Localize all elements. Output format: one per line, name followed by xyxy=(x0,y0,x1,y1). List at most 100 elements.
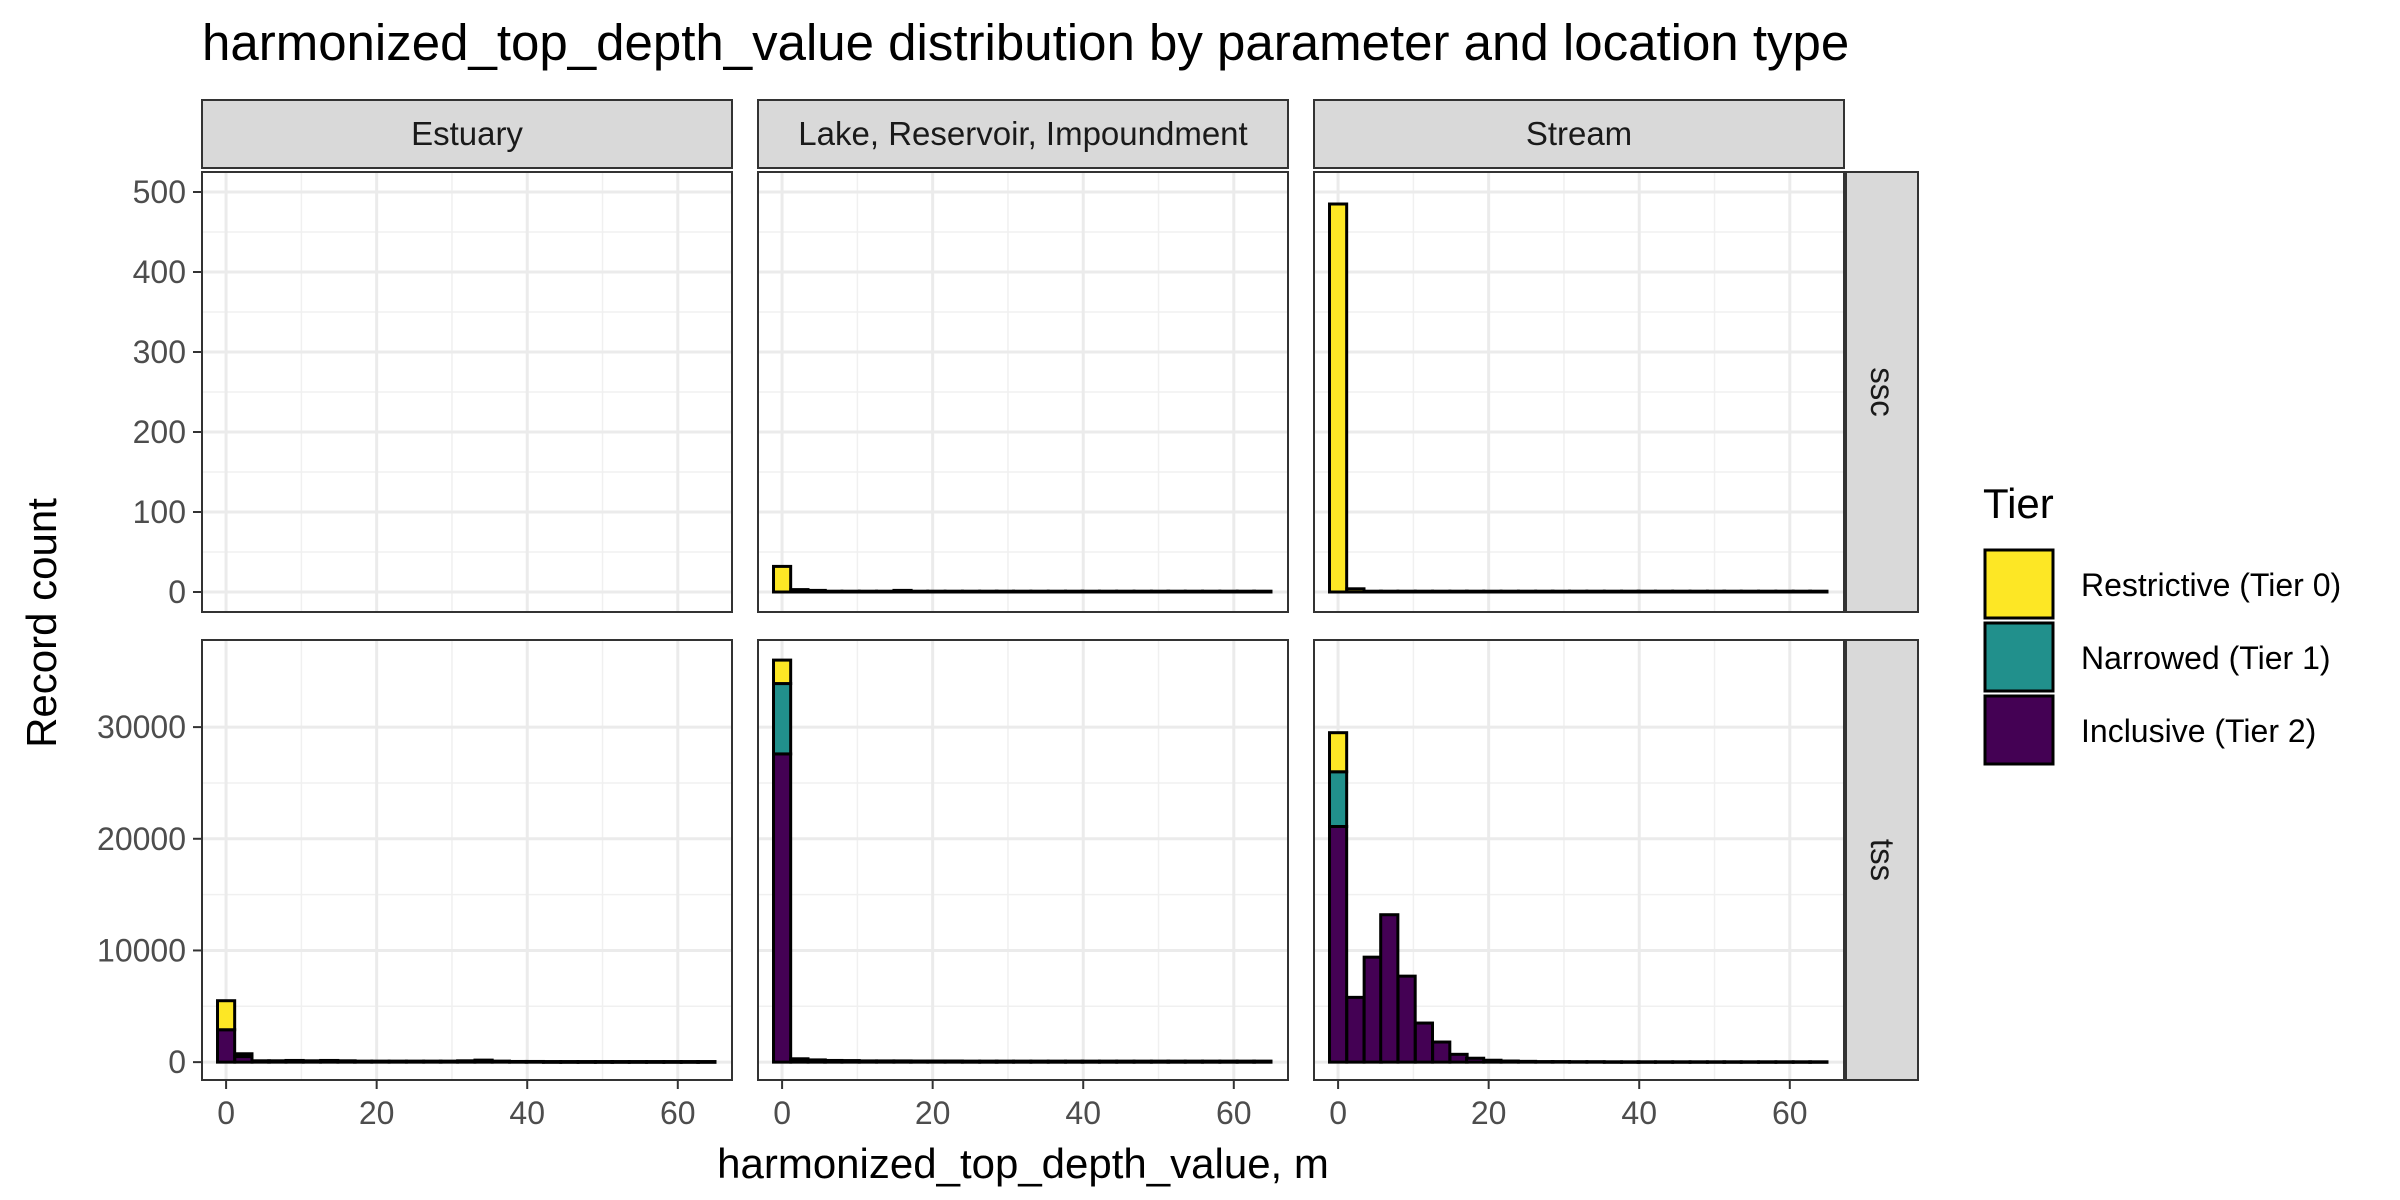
histogram-bar-restrictive-tier-0 xyxy=(508,1059,529,1064)
x-tick-label: 60 xyxy=(660,1095,696,1131)
histogram-bar-inclusive-tier-2 xyxy=(1739,1060,1760,1064)
histogram-bar-restrictive-tier-0 xyxy=(943,1059,964,1064)
histogram-bar-inclusive-tier-2 xyxy=(1362,955,1383,1064)
panel-background xyxy=(758,640,1288,1080)
histogram-bar-restrictive-tier-0 xyxy=(1328,202,1349,594)
histogram-bar-restrictive-tier-0 xyxy=(926,589,947,594)
histogram-bar-restrictive-tier-0 xyxy=(857,589,878,594)
row-strip-tss xyxy=(1845,639,1919,1081)
y-axes: 0 100 200 300 400 500 0 10000 20000 30000 xyxy=(97,174,202,1080)
histogram-bar-inclusive-tier-2 xyxy=(1482,1058,1503,1064)
histogram-bar-restrictive-tier-0 xyxy=(789,588,810,594)
histogram-bar-inclusive-tier-2 xyxy=(1757,1060,1778,1064)
histogram-bar-restrictive-tier-0 xyxy=(875,589,896,594)
legend-key-restrictive-tier-0 xyxy=(1983,548,2055,620)
histogram-bar-restrictive-tier-0 xyxy=(387,1059,408,1064)
histogram-bar-restrictive-tier-0 xyxy=(1166,589,1187,594)
legend-label: Restrictive (Tier 0) xyxy=(2081,567,2341,603)
histogram-bar-restrictive-tier-0 xyxy=(1029,1059,1050,1064)
histogram-bar-restrictive-tier-0 xyxy=(994,1059,1016,1064)
histogram-bar-restrictive-tier-0 xyxy=(892,588,913,594)
histogram-bar-restrictive-tier-0 xyxy=(875,1059,896,1063)
histogram-bar-restrictive-tier-0 xyxy=(909,589,930,594)
y-tick-label: 0 xyxy=(168,1044,186,1080)
histogram-bar-restrictive-tier-0 xyxy=(250,1059,271,1063)
histogram-bar-restrictive-tier-0 xyxy=(1201,589,1222,594)
histogram-bar-restrictive-tier-0 xyxy=(1115,589,1136,594)
histogram-bar-restrictive-tier-0 xyxy=(1413,589,1434,594)
legend-label: Narrowed (Tier 1) xyxy=(2081,640,2331,676)
histogram-bar-restrictive-tier-0 xyxy=(1345,587,1366,594)
histogram-bar-inclusive-tier-2 xyxy=(1620,1060,1641,1064)
histogram-bar-restrictive-tier-0 xyxy=(1115,1059,1136,1064)
histogram-bar-restrictive-tier-0 xyxy=(1166,1059,1187,1064)
histogram-bar-restrictive-tier-0 xyxy=(404,1059,426,1064)
y-tick-label: 30000 xyxy=(97,709,186,745)
column-strip-estuary xyxy=(201,99,733,169)
histogram-bar-restrictive-tier-0 xyxy=(438,1059,460,1064)
histogram-bar-restrictive-tier-0 xyxy=(1739,589,1760,594)
panel-border xyxy=(1313,171,1845,613)
panel-ssc-stream xyxy=(1313,171,1845,613)
y-tick-label: 0 xyxy=(168,574,186,610)
histogram-bar-inclusive-tier-2 xyxy=(1705,1060,1727,1064)
panel-ssc-lake-reservoir-impoundment xyxy=(757,171,1289,613)
histogram-bar-restrictive-tier-0 xyxy=(1808,589,1829,594)
legend-key-narrowed-tier-1 xyxy=(1983,621,2055,693)
panel-tss-stream xyxy=(1313,639,1845,1081)
histogram-bar-inclusive-tier-2 xyxy=(1722,1060,1743,1064)
histogram-bar-restrictive-tier-0 xyxy=(1550,589,1572,594)
histogram-bar-restrictive-tier-0 xyxy=(593,1060,615,1064)
histogram-bar-narrowed-tier-1 xyxy=(772,682,793,756)
histogram-bar-inclusive-tier-2 xyxy=(1602,1060,1623,1064)
histogram-bar-restrictive-tier-0 xyxy=(679,1060,700,1064)
histogram-bar-restrictive-tier-0 xyxy=(806,588,827,594)
histogram-bar-restrictive-tier-0 xyxy=(319,1058,340,1063)
histogram-bar-restrictive-tier-0 xyxy=(1448,589,1469,594)
legend-key-inclusive-tier-2 xyxy=(1983,694,2055,766)
histogram-bar-inclusive-tier-2 xyxy=(1413,1021,1434,1064)
histogram-bar-inclusive-tier-2 xyxy=(1431,1040,1452,1064)
histogram-bar-inclusive-tier-2 xyxy=(772,752,793,1064)
y-tick-label: 10000 xyxy=(97,932,186,968)
histogram-bar-restrictive-tier-0 xyxy=(524,1059,545,1064)
histogram-bar-restrictive-tier-0 xyxy=(1012,1059,1033,1064)
y-tick-label: 200 xyxy=(133,414,186,450)
histogram-bar-inclusive-tier-2 xyxy=(216,1028,237,1064)
histogram-bar-restrictive-tier-0 xyxy=(1183,1059,1204,1064)
histogram-bar-restrictive-tier-0 xyxy=(926,1059,947,1064)
histogram-bar-restrictive-tier-0 xyxy=(1671,589,1692,594)
x-tick-label: 0 xyxy=(1329,1095,1347,1131)
histogram-bar-restrictive-tier-0 xyxy=(233,1052,254,1059)
histogram-bar-inclusive-tier-2 xyxy=(1499,1059,1520,1064)
y-tick-label: 20000 xyxy=(97,821,186,857)
histogram-bar-restrictive-tier-0 xyxy=(1328,731,1349,774)
histogram-bar-inclusive-tier-2 xyxy=(1550,1060,1572,1064)
histogram-bar-restrictive-tier-0 xyxy=(1431,589,1452,594)
histogram-bar-restrictive-tier-0 xyxy=(1235,589,1256,594)
histogram-bar-restrictive-tier-0 xyxy=(1362,589,1383,594)
histogram-bar-restrictive-tier-0 xyxy=(1149,589,1171,594)
histogram-bar-restrictive-tier-0 xyxy=(840,1059,861,1063)
x-tick-label: 40 xyxy=(509,1095,545,1131)
histogram-bar-restrictive-tier-0 xyxy=(978,1059,999,1064)
histogram-bar-restrictive-tier-0 xyxy=(1585,589,1606,594)
histogram-bar-restrictive-tier-0 xyxy=(284,1058,305,1063)
x-tick-label: 40 xyxy=(1065,1095,1101,1131)
y-tick-label: 500 xyxy=(133,174,186,210)
histogram-bar-restrictive-tier-0 xyxy=(1653,589,1675,594)
histogram-bar-restrictive-tier-0 xyxy=(1046,589,1067,594)
histogram-bar-restrictive-tier-0 xyxy=(1012,589,1033,594)
row-strip-ssc xyxy=(1845,171,1919,613)
histogram-bar-restrictive-tier-0 xyxy=(1097,1059,1119,1064)
histogram-bar-restrictive-tier-0 xyxy=(1132,589,1153,594)
histogram-bar-restrictive-tier-0 xyxy=(1516,589,1538,594)
histogram-bar-restrictive-tier-0 xyxy=(909,1059,930,1064)
histogram-bar-inclusive-tier-2 xyxy=(1396,974,1417,1064)
histogram-bar-restrictive-tier-0 xyxy=(1080,1059,1101,1064)
column-strip-label: Lake, Reservoir, Impoundment xyxy=(798,115,1247,152)
histogram-bar-inclusive-tier-2 xyxy=(1534,1060,1555,1064)
histogram-bar-restrictive-tier-0 xyxy=(541,1060,563,1064)
histogram-bar-restrictive-tier-0 xyxy=(1534,589,1555,594)
